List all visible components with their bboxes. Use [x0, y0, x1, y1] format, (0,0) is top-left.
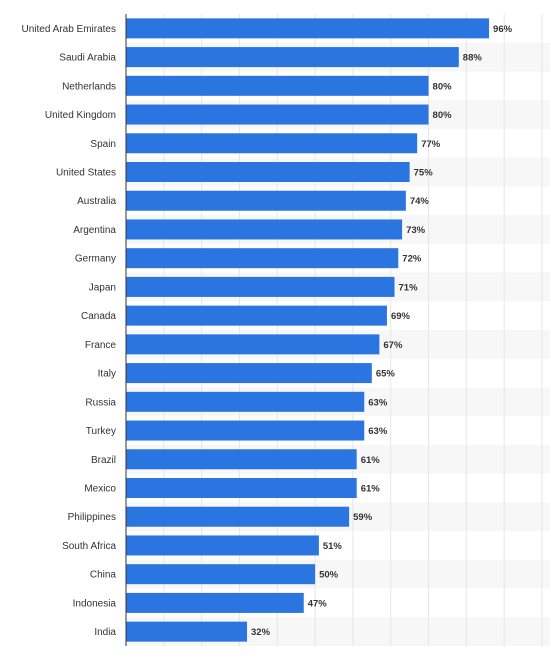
- value-label: 63%: [368, 426, 388, 437]
- value-label: 47%: [308, 598, 328, 609]
- bar: [126, 363, 372, 384]
- category-label: China: [90, 570, 117, 581]
- bar: [126, 47, 459, 68]
- bar: [126, 334, 380, 355]
- value-label: 59%: [353, 512, 373, 523]
- category-label: Russia: [85, 397, 116, 408]
- category-label: Argentina: [73, 225, 116, 236]
- bar: [126, 305, 387, 326]
- category-label: Saudi Arabia: [59, 53, 116, 64]
- value-label: 96%: [493, 24, 513, 35]
- bar: [126, 104, 429, 125]
- bar: [126, 133, 418, 154]
- bar: [126, 18, 490, 39]
- category-label: Italy: [98, 369, 116, 380]
- bar: [126, 219, 403, 240]
- category-label: India: [94, 627, 116, 638]
- bar: [126, 621, 248, 642]
- category-label: Germany: [75, 254, 116, 265]
- value-label: 51%: [323, 541, 343, 552]
- value-label: 50%: [319, 570, 339, 581]
- bar: [126, 391, 365, 412]
- bar: [126, 276, 395, 297]
- bar: [126, 420, 365, 441]
- bar: [126, 75, 429, 96]
- value-label: 72%: [402, 254, 422, 265]
- category-label: Canada: [81, 311, 116, 322]
- bar: [126, 162, 410, 182]
- category-label: Turkey: [86, 426, 116, 437]
- value-label: 61%: [361, 484, 381, 495]
- value-label: 88%: [463, 53, 483, 64]
- value-label: 63%: [368, 397, 388, 408]
- value-label: 73%: [406, 225, 426, 236]
- category-label: Philippines: [68, 512, 116, 523]
- category-label: Brazil: [91, 455, 116, 466]
- bar: [126, 478, 357, 498]
- value-label: 80%: [433, 110, 453, 121]
- value-label: 77%: [421, 139, 441, 150]
- value-label: 75%: [414, 168, 434, 179]
- category-label: South Africa: [62, 541, 116, 552]
- category-label: Japan: [89, 282, 116, 293]
- value-label: 32%: [251, 627, 271, 638]
- value-label: 80%: [433, 81, 453, 92]
- bar: [126, 535, 319, 556]
- bars: [126, 18, 490, 642]
- value-labels: 96% 88% 80% 80% 77% 75% 74% 73% 72% 71% 69% 67% 65% 6…: [251, 24, 513, 638]
- category-label: Indonesia: [73, 598, 117, 609]
- bar: [126, 248, 399, 269]
- category-label: United Arab Emirates: [22, 24, 117, 35]
- category-label: Netherlands: [62, 81, 116, 92]
- category-label: United Kingdom: [45, 110, 116, 121]
- category-labels: United Arab Emirates Saudi Arabia Netherla…: [22, 24, 117, 638]
- value-label: 67%: [383, 340, 403, 351]
- category-label: Australia: [77, 196, 116, 207]
- bar: [126, 564, 316, 585]
- category-label: United States: [56, 168, 116, 179]
- value-label: 71%: [399, 282, 419, 293]
- value-label: 65%: [376, 369, 396, 380]
- bar: [126, 190, 406, 211]
- bar: [126, 506, 350, 527]
- value-label: 74%: [410, 196, 430, 207]
- value-label: 61%: [361, 455, 381, 466]
- value-label: 69%: [391, 311, 411, 322]
- category-label: Mexico: [84, 484, 116, 495]
- category-label: France: [85, 340, 117, 351]
- bar: [126, 592, 304, 613]
- bar: [126, 449, 357, 470]
- category-label: Spain: [90, 139, 116, 150]
